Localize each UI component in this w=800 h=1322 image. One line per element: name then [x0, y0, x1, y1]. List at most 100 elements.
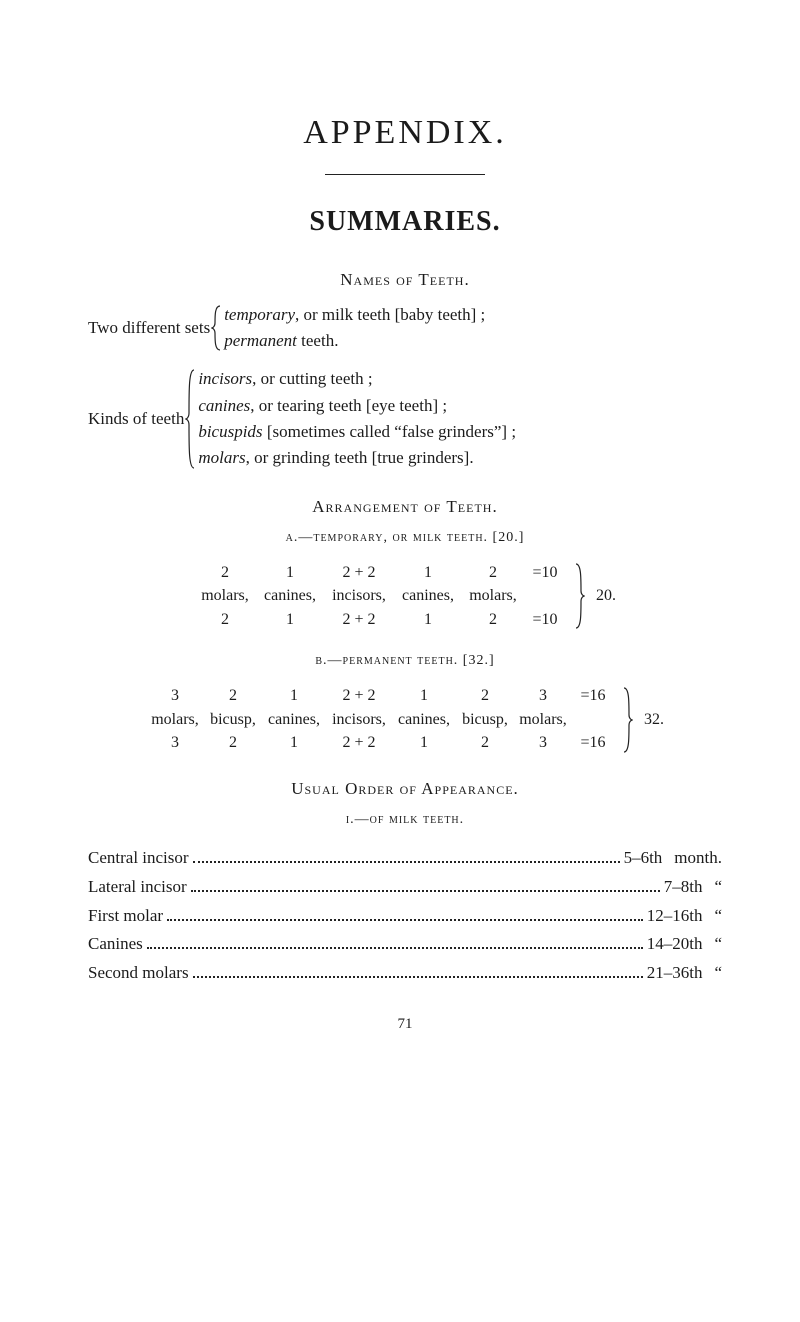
order-unit: “	[702, 902, 722, 931]
formula-row-bottom: 3 2 1 2 + 2 1 2 3 =16	[146, 732, 614, 754]
formula-row-labels: molars, bicusp, canines, incisors, canin…	[146, 709, 614, 731]
fb-bot-5: 2	[456, 732, 514, 754]
term: molars	[198, 448, 245, 467]
fb-top-2: 1	[262, 685, 326, 707]
sets-line: temporary, or milk teeth [baby teeth] ;	[224, 302, 485, 328]
order-row: Canines 14–20th “	[88, 930, 722, 959]
fa-top-3: 1	[394, 562, 462, 584]
order-heading: Usual Order of Appearance.	[88, 778, 722, 801]
rest: teeth.	[297, 331, 339, 350]
fb-col-1: bicusp,	[204, 709, 262, 731]
sets-line: permanent teeth.	[224, 328, 485, 354]
order-row: Central incisor 5–6th month.	[88, 844, 722, 873]
fa-top-4: 2	[462, 562, 524, 584]
term: temporary	[224, 305, 295, 324]
term: permanent	[224, 331, 297, 350]
order-unit: “	[702, 959, 722, 988]
kinds-lines: incisors, or cutting teeth ; canines, or…	[198, 366, 516, 471]
subtitle: SUMMARIES.	[88, 203, 722, 241]
fa-bot-1: 1	[256, 609, 324, 631]
kinds-block: Kinds of teeth incisors, or cutting teet…	[88, 366, 722, 471]
fa-col-1: canines,	[256, 585, 324, 607]
fb-top-6: 3	[514, 685, 572, 707]
arrangement-heading: Arrangement of Teeth.	[88, 496, 722, 519]
kinds-line: canines, or tearing teeth [eye teeth] ;	[198, 393, 516, 419]
order-label: Second molars	[88, 959, 189, 988]
order-unit: “	[702, 873, 722, 902]
fa-bot-eq: =10	[524, 609, 566, 631]
rest: , or grinding teeth [true grinders].	[246, 448, 474, 467]
fa-col-4: molars,	[462, 585, 524, 607]
fa-top-eq: =10	[524, 562, 566, 584]
order-when: 21–36th	[647, 959, 703, 988]
leader-dots	[193, 846, 620, 863]
sets-lines: temporary, or milk teeth [baby teeth] ; …	[224, 302, 485, 355]
fb-bot-1: 2	[204, 732, 262, 754]
sets-label: Two different sets	[88, 317, 210, 340]
formula-b-total: 32.	[640, 709, 664, 731]
left-brace-icon	[210, 302, 224, 355]
formula-a: 2 1 2 + 2 1 2 =10 molars, canines, incis…	[88, 562, 722, 631]
fa-top-2: 2 + 2	[324, 562, 394, 584]
order-when: 14–20th	[647, 930, 703, 959]
formula-b: 3 2 1 2 + 2 1 2 3 =16 molars, bicusp, ca…	[88, 685, 722, 754]
order-label: Lateral incisor	[88, 873, 187, 902]
page-number: 71	[88, 1014, 722, 1034]
right-brace-icon	[620, 685, 634, 754]
fb-top-0: 3	[146, 685, 204, 707]
kinds-label: Kinds of teeth	[88, 408, 184, 431]
order-when: 5–6th	[624, 844, 663, 873]
term: incisors	[198, 369, 252, 388]
formula-row-top: 2 1 2 + 2 1 2 =10	[194, 562, 566, 584]
formula-a-total: 20.	[592, 585, 616, 607]
sets-block: Two different sets temporary, or milk te…	[88, 302, 722, 355]
kinds-line: bicuspids [sometimes called “false grind…	[198, 419, 516, 445]
fa-bot-3: 1	[394, 609, 462, 631]
order-unit: month.	[662, 844, 722, 873]
fb-bot-eq: =16	[572, 732, 614, 754]
fa-top-1: 1	[256, 562, 324, 584]
section-b-label: b.—permanent teeth. [32.]	[88, 652, 722, 671]
order-when: 7–8th	[664, 873, 703, 902]
fb-col-6: molars,	[514, 709, 572, 731]
order-row: Second molars 21–36th “	[88, 959, 722, 988]
fb-top-eq: =16	[572, 685, 614, 707]
leader-dots	[147, 932, 643, 949]
order-label: Central incisor	[88, 844, 189, 873]
fb-top-5: 2	[456, 685, 514, 707]
term: canines	[198, 396, 250, 415]
formula-row-bottom: 2 1 2 + 2 1 2 =10	[194, 609, 566, 631]
fb-bot-0: 3	[146, 732, 204, 754]
fa-top-0: 2	[194, 562, 256, 584]
order-row: Lateral incisor 7–8th “	[88, 873, 722, 902]
order-sub: i.—of milk teeth.	[88, 811, 722, 830]
fa-bot-2: 2 + 2	[324, 609, 394, 631]
fb-bot-6: 3	[514, 732, 572, 754]
leader-dots	[191, 874, 660, 891]
fb-bot-3: 2 + 2	[326, 732, 392, 754]
section-a-label: a.—temporary, or milk teeth. [20.]	[88, 529, 722, 548]
title-rule	[325, 174, 485, 175]
order-label: First molar	[88, 902, 163, 931]
leader-dots	[167, 903, 643, 920]
rest: , or tearing teeth [eye teeth] ;	[250, 396, 447, 415]
formula-row-top: 3 2 1 2 + 2 1 2 3 =16	[146, 685, 614, 707]
fa-bot-0: 2	[194, 609, 256, 631]
rest: , or milk teeth [baby teeth] ;	[295, 305, 485, 324]
fb-top-3: 2 + 2	[326, 685, 392, 707]
formula-row-labels: molars, canines, incisors, canines, mola…	[194, 585, 566, 607]
fb-col-2: canines,	[262, 709, 326, 731]
fb-col-4: canines,	[392, 709, 456, 731]
fb-col-3: incisors,	[326, 709, 392, 731]
fa-col-0: molars,	[194, 585, 256, 607]
fa-bot-4: 2	[462, 609, 524, 631]
order-list: Central incisor 5–6th month. Lateral inc…	[88, 844, 722, 988]
fa-col-3: canines,	[394, 585, 462, 607]
left-brace-icon	[184, 366, 198, 471]
kinds-line: molars, or grinding teeth [true grinders…	[198, 445, 516, 471]
right-brace-icon	[572, 562, 586, 631]
fb-top-4: 1	[392, 685, 456, 707]
fb-col-5: bicusp,	[456, 709, 514, 731]
term: bicuspids	[198, 422, 262, 441]
rest: [sometimes called “false grinders”] ;	[263, 422, 516, 441]
